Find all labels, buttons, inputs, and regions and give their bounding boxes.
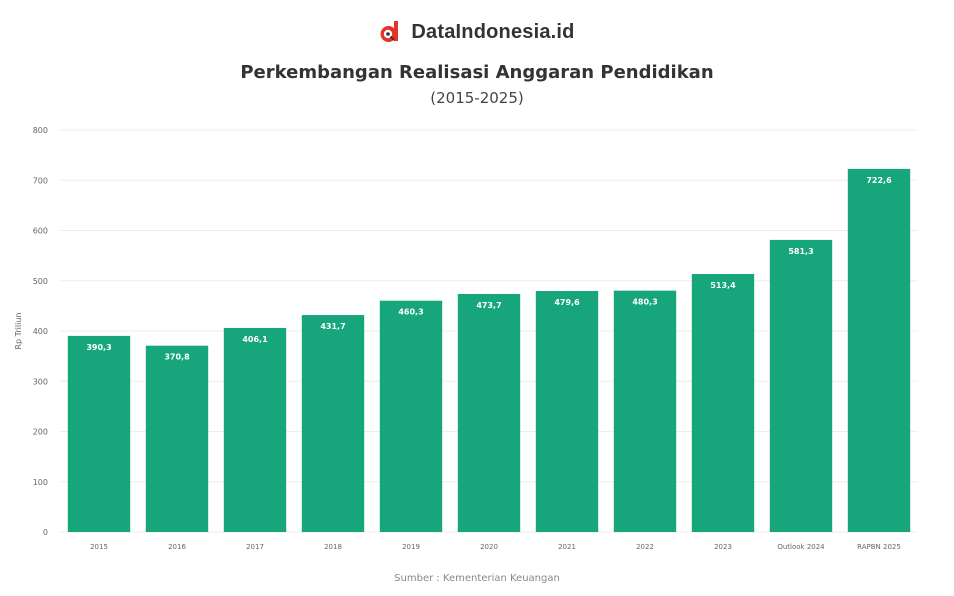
- data-label: 390,3: [86, 343, 111, 352]
- data-label: 513,4: [710, 281, 736, 290]
- y-axis-label: Rp Triliun: [14, 313, 23, 350]
- brand-header: DataIndonesia.id: [0, 20, 954, 44]
- y-axis-ticks: 0 100 200 300 400 500 600 700 800: [33, 126, 48, 537]
- x-tick-label: 2020: [480, 543, 498, 551]
- y-tick-label: 400: [33, 327, 48, 336]
- y-tick-label: 300: [33, 377, 48, 386]
- bar[interactable]: [613, 290, 677, 532]
- bar[interactable]: [691, 274, 755, 532]
- bar[interactable]: [457, 293, 521, 532]
- bar[interactable]: [379, 300, 443, 532]
- data-label: 480,3: [632, 298, 657, 307]
- x-tick-label: 2021: [558, 543, 576, 551]
- chart-title: Perkembangan Realisasi Anggaran Pendidik…: [240, 62, 714, 83]
- x-tick-label: Outlook 2024: [777, 543, 825, 551]
- data-label: 722,6: [866, 176, 892, 185]
- y-tick-label: 0: [43, 528, 48, 537]
- data-label: 406,1: [242, 335, 268, 344]
- brand-logo-handle: [390, 35, 396, 41]
- data-label: 473,7: [476, 301, 501, 310]
- bar-layer: [67, 168, 911, 533]
- source-note: Sumber : Kementerian Keuangan: [394, 573, 560, 584]
- y-tick-label: 700: [33, 176, 48, 185]
- x-tick-label: 2018: [324, 543, 342, 551]
- brand-logo-icon: [380, 21, 399, 42]
- bar[interactable]: [769, 239, 833, 533]
- data-label: 460,3: [398, 308, 423, 317]
- y-tick-label: 500: [33, 277, 48, 286]
- x-tick-label: 2016: [168, 543, 186, 551]
- x-tick-label: 2017: [246, 543, 264, 551]
- x-tick-label: 2019: [402, 543, 420, 551]
- data-label: 581,3: [788, 247, 813, 256]
- data-label: 370,8: [164, 353, 190, 362]
- y-tick-label: 600: [33, 227, 48, 236]
- brand-name[interactable]: DataIndonesia.id: [411, 20, 575, 43]
- bar[interactable]: [145, 345, 209, 532]
- data-label-layer: 390,3 370,8 406,1 431,7 460,3 473,7 479,6 480,3…: [86, 176, 892, 362]
- x-tick-label: 2015: [90, 543, 108, 551]
- x-axis-ticks: 2015 2016 2017 2018 2019 2020 2021 2022 2023 Outl…: [90, 543, 901, 551]
- x-tick-label: 2022: [636, 543, 654, 551]
- brand-logo-lens-dot: [386, 32, 391, 36]
- y-tick-label: 100: [33, 478, 48, 487]
- bar[interactable]: [535, 291, 599, 532]
- bar[interactable]: [847, 168, 911, 532]
- y-tick-label: 200: [33, 428, 48, 437]
- x-tick-label: 2023: [714, 543, 732, 551]
- bar[interactable]: [223, 327, 287, 532]
- x-tick-label: RAPBN 2025: [857, 543, 901, 551]
- data-label: 431,7: [320, 322, 345, 331]
- chart-subtitle: (2015-2025): [430, 89, 524, 107]
- data-label: 479,6: [554, 298, 580, 307]
- y-tick-label: 800: [33, 126, 48, 135]
- bar[interactable]: [301, 315, 365, 532]
- bar[interactable]: [67, 335, 131, 532]
